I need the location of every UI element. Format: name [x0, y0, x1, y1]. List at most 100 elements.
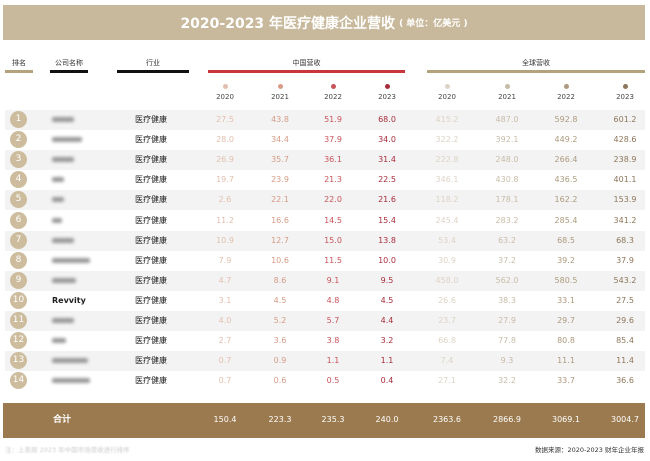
china-revenue-2023: 68.0	[378, 115, 396, 124]
total-global-2020: 2363.6	[433, 415, 461, 424]
global-revenue-2023: 27.5	[616, 295, 634, 305]
title-bar: 2020-2023 年医疗健康企业营收 ( 单位：亿美元 )	[3, 5, 645, 40]
total-global-2021: 2866.9	[493, 415, 521, 424]
global-revenue-2022: 436.5	[554, 175, 578, 185]
rank-badge: 1	[10, 111, 27, 128]
company-name-redacted	[52, 150, 74, 170]
china-revenue-2022: 11.5	[324, 255, 342, 265]
rank-badge: 11	[10, 312, 27, 329]
global-year-2020: 2020	[427, 84, 467, 101]
china-revenue-2023: 31.4	[378, 155, 396, 165]
year-label: 2021	[271, 93, 289, 101]
global-revenue-2023: 85.4	[616, 336, 634, 346]
china-revenue-2023: 3.2	[380, 336, 394, 346]
industry: 医疗健康	[135, 195, 167, 205]
industry: 医疗健康	[135, 295, 167, 305]
china-revenue-2023: 22.5	[378, 175, 396, 185]
global-revenue-2020: 322.2	[435, 135, 459, 145]
china-revenue-2022: 5.7	[326, 316, 340, 325]
global-revenue-2021: 562.0	[495, 275, 519, 285]
company-name-redacted	[52, 190, 64, 210]
china-revenue-2022: 9.1	[326, 275, 340, 285]
global-revenue-2021: 248.0	[495, 155, 519, 165]
global-revenue-2022: 80.8	[557, 336, 575, 346]
china-year-2023: 2023	[367, 84, 407, 101]
total-china-2021: 223.3	[268, 415, 292, 424]
rank-badge: 9	[10, 271, 27, 289]
year-label: 2023	[378, 93, 396, 101]
year-dot-icon	[384, 84, 390, 89]
china-revenue-2021: 12.7	[271, 235, 289, 245]
global-revenue-2021: 430.8	[495, 175, 519, 185]
china-year-2021: 2021	[260, 84, 300, 101]
china-revenue-2021: 10.6	[271, 255, 289, 265]
industry: 医疗健康	[135, 336, 167, 346]
global-revenue-2023: 428.6	[613, 135, 637, 145]
global-year-2022: 2022	[546, 84, 586, 101]
source-note: 数据来源：2020-2023 财年企业年报	[535, 446, 644, 454]
china-revenue-2023: 21.6	[378, 195, 396, 205]
rank-badge: 4	[10, 171, 27, 189]
global-revenue-2021: 37.2	[498, 255, 516, 265]
global-revenue-2022: 11.1	[557, 356, 575, 366]
rank-badge: 6	[10, 211, 27, 229]
global-revenue-2022: 162.2	[554, 195, 578, 205]
global-revenue-2022: 33.7	[557, 376, 575, 386]
table-row: 11 医疗健康 4.0 5.2 5.7 4.4 23.7 27.9 29.7 29.6	[5, 311, 645, 331]
company-name-redacted	[52, 271, 76, 291]
global-revenue-2020: 346.1	[435, 175, 459, 185]
china-revenue-2022: 3.8	[326, 336, 340, 346]
global-revenue-2020: 222.8	[435, 155, 459, 165]
china-revenue-2021: 22.1	[271, 195, 289, 205]
company-name-redacted	[52, 331, 66, 351]
table-row: 1 医疗健康 27.5 43.8 51.9 68.0 415.2 487.0 592.8 601.…	[5, 110, 645, 130]
china-revenue-2021: 43.8	[271, 115, 289, 124]
china-revenue-2021: 0.9	[273, 356, 287, 366]
china-revenue-2023: 13.8	[378, 235, 396, 245]
china-underline	[208, 70, 405, 73]
china-revenue-2020: 2.6	[218, 195, 232, 205]
industry: 医疗健康	[135, 356, 167, 366]
year-label: 2023	[616, 93, 634, 101]
global-revenue-2023: 601.2	[613, 115, 637, 124]
company-name-redacted	[52, 110, 74, 130]
china-revenue-2022: 0.5	[326, 376, 340, 386]
global-revenue-2020: 118.2	[435, 195, 459, 205]
china-revenue-2022: 15.0	[324, 235, 342, 245]
china-revenue-2020: 27.5	[216, 115, 234, 124]
rank-badge: 3	[10, 151, 27, 169]
year-dot-icon	[504, 84, 510, 89]
table-row: 7 医疗健康 10.9 12.7 15.0 13.8 53.4 63.2 68.5 68.3	[5, 230, 645, 251]
china-revenue-2022: 22.0	[324, 195, 342, 205]
global-revenue-2023: 29.6	[616, 316, 634, 325]
global-revenue-2020: 245.4	[435, 215, 459, 225]
china-revenue-2020: 4.0	[218, 316, 232, 325]
company-name-redacted	[52, 351, 88, 371]
table-row: 6 医疗健康 11.2 16.6 14.5 15.4 245.4 283.2 285.4 341.…	[5, 211, 645, 231]
china-revenue-2020: 28.0	[216, 135, 234, 145]
table-row: 13 医疗健康 0.7 0.9 1.1 1.1 7.4 9.3 11.1 11.4	[5, 351, 645, 372]
china-revenue-2022: 51.9	[324, 115, 342, 124]
industry: 医疗健康	[135, 175, 167, 185]
global-revenue-2021: 27.9	[498, 316, 516, 325]
china-revenue-2021: 8.6	[273, 275, 287, 285]
total-row: 合计 150.4 223.3 235.3 240.0 2363.6 2866.9 3069.…	[3, 403, 645, 438]
rank-badge: 5	[10, 191, 27, 209]
total-china-2023: 240.0	[375, 415, 399, 424]
unit-label: ( 单位：亿美元 )	[399, 19, 468, 29]
rank-badge: 12	[10, 332, 27, 350]
global-year-2021: 2021	[487, 84, 527, 101]
company-name-redacted	[52, 211, 62, 231]
industry: 医疗健康	[135, 275, 167, 285]
china-revenue-2020: 11.2	[216, 215, 234, 225]
china-revenue-2022: 21.3	[324, 175, 342, 185]
company-name-redacted	[52, 130, 82, 150]
header-rank: 排名	[12, 59, 26, 67]
china-revenue-2023: 15.4	[378, 215, 396, 225]
rank-badge: 14	[10, 372, 27, 390]
global-revenue-2022: 29.7	[557, 316, 575, 325]
year-dot-icon	[330, 84, 336, 89]
china-revenue-2022: 4.8	[326, 295, 340, 305]
page-title: 2020-2023 年医疗健康企业营收	[180, 15, 396, 32]
